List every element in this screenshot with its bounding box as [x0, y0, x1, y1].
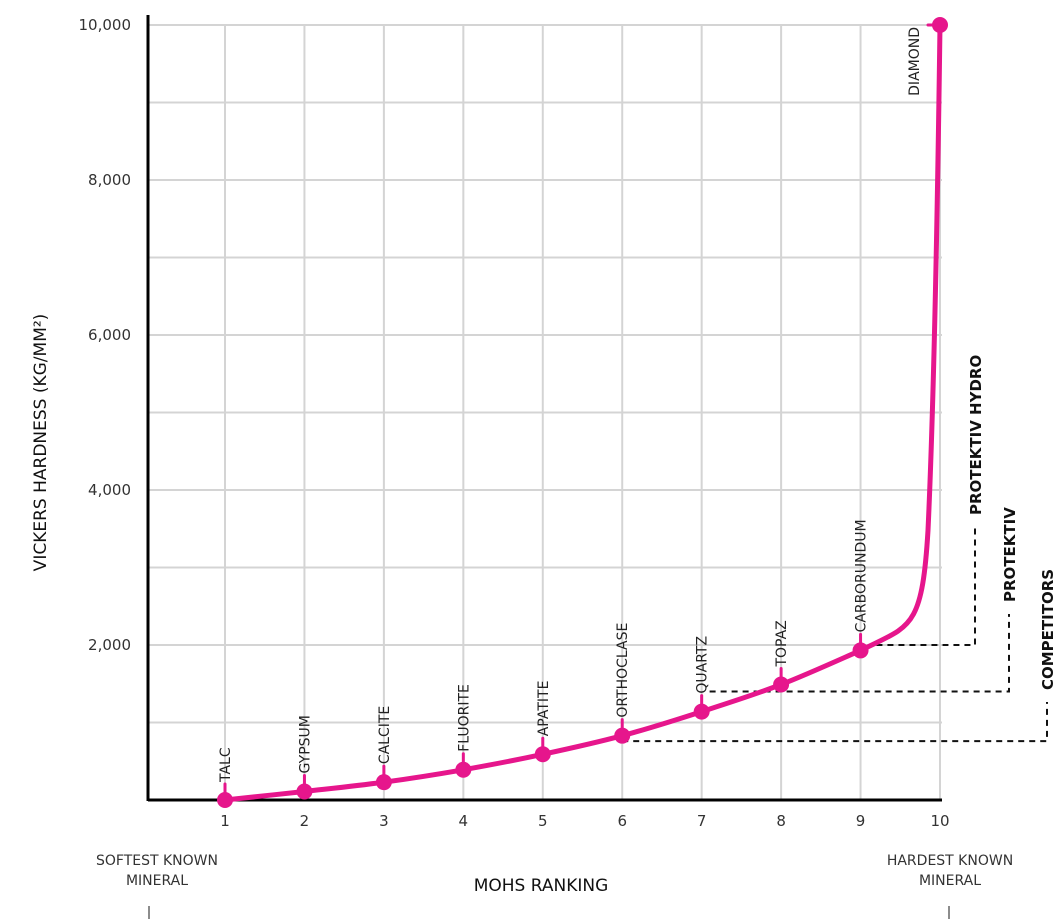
y-axis-title: VICKERS HARDNESS (KG/MM²) — [31, 314, 51, 572]
reference-label: COMPETITORS — [1039, 569, 1054, 690]
markers — [217, 17, 948, 808]
y-tick-label: 4,000 — [88, 481, 131, 499]
x-tick-label: 6 — [617, 812, 627, 830]
reference-line — [876, 527, 976, 646]
x-tick-label: 10 — [930, 812, 949, 830]
x-axis-title: MOHS RANKING — [474, 876, 609, 896]
x-tick-label: 3 — [379, 812, 389, 830]
hardest-label-line2: MINERAL — [919, 873, 981, 889]
y-tick-label: 6,000 — [88, 326, 131, 344]
x-tick-label: 7 — [697, 812, 707, 830]
softest-label-line1: SOFTEST KNOWN — [96, 853, 218, 869]
x-tick-label: 1 — [220, 812, 230, 830]
y-tick-label: 10,000 — [79, 16, 132, 34]
mineral-label: TOPAZ — [774, 620, 790, 667]
x-tick-label: 5 — [538, 812, 548, 830]
axes — [146, 15, 950, 919]
y-tick-label: 8,000 — [88, 171, 131, 189]
mineral-label: GYPSUM — [297, 715, 313, 773]
x-tick-label: 9 — [856, 812, 866, 830]
reference-line — [709, 614, 1010, 693]
y-tick-label: 2,000 — [88, 636, 131, 654]
softest-label-line2: MINERAL — [126, 873, 188, 889]
mineral-label: ORTHOCLASE — [615, 623, 631, 718]
reference-lines — [622, 527, 1048, 743]
mineral-label: FLUORITE — [456, 684, 472, 752]
mineral-label: TALC — [218, 747, 234, 783]
mineral-label: CALCITE — [377, 706, 393, 764]
mineral-label: QUARTZ — [695, 636, 711, 694]
mineral-label: DIAMOND — [907, 27, 923, 96]
x-tick-label: 4 — [459, 812, 469, 830]
mineral-label: APATITE — [536, 681, 552, 737]
mineral-label: CARBORUNDUM — [854, 519, 870, 632]
grid — [148, 24, 942, 800]
reference-label: PROTEKTIV HYDRO — [967, 355, 985, 515]
reference-label: PROTEKTIV — [1001, 507, 1019, 602]
hardest-label-line1: HARDEST KNOWN — [887, 853, 1013, 869]
x-tick-label: 2 — [300, 812, 310, 830]
labels: 2,000 4,000 6,000 8,000 10,000 1 2 3 4 5 6 7 8 9 10 VIC… — [31, 16, 1054, 896]
x-tick-label: 8 — [776, 812, 786, 830]
